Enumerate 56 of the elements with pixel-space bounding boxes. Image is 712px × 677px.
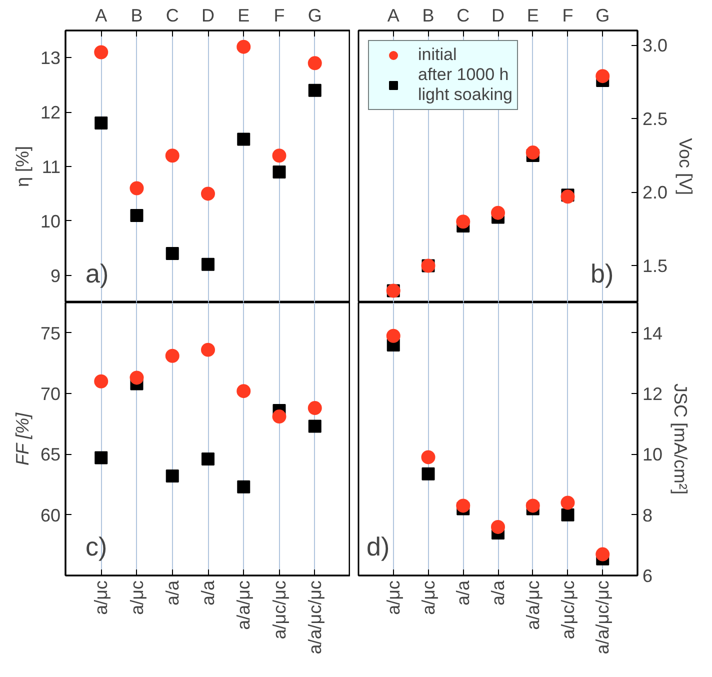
x-tick-label: a/μc <box>383 580 404 615</box>
x-tick-label: G <box>308 6 322 26</box>
y-tick-label: 65 <box>40 444 61 465</box>
x-tick-label: E <box>238 6 250 26</box>
y-tick-label: 12 <box>40 102 61 123</box>
x-tick-label: F <box>562 6 574 26</box>
annotation: d) <box>366 532 390 562</box>
x-tick-label: a/a <box>162 580 182 606</box>
annotation: b) <box>590 258 614 288</box>
x-tick-label: a/a <box>453 580 474 606</box>
x-tick-label: B <box>130 6 143 26</box>
x-tick-label: D <box>492 6 504 26</box>
legend-label: initial <box>418 45 457 65</box>
y-tick-label: 1.5 <box>642 256 668 276</box>
y-tick-label: 12 <box>642 384 663 404</box>
x-tick-label: a/a <box>488 580 508 606</box>
x-tick-label: a/a/μc <box>234 580 254 630</box>
x-tick-label: E <box>526 6 539 26</box>
y-axis-title: η [%] <box>12 146 32 188</box>
y-tick-label: 2.5 <box>642 109 668 130</box>
x-tick-label: C <box>166 6 179 26</box>
y-tick-label: 75 <box>40 323 61 344</box>
y-axis-title: JSC [mA/cm²] <box>670 384 691 494</box>
y-tick-label: 3.0 <box>642 36 668 56</box>
annotation: a) <box>86 258 109 288</box>
x-tick-label: a/a/μc/μc <box>304 580 325 654</box>
x-tick-label: a/a/μc/μc <box>592 580 613 654</box>
x-tick-label: C <box>456 6 470 26</box>
x-tick-label: F <box>274 6 285 26</box>
y-axis-title: Voc [V] <box>676 138 696 196</box>
x-tick-label: G <box>596 6 610 26</box>
x-tick-label: a/μc <box>126 580 147 615</box>
y-tick-label: 8 <box>642 505 653 526</box>
y-tick-label: 10 <box>40 211 61 232</box>
x-tick-label: D <box>202 6 214 26</box>
y-tick-label: 9 <box>50 266 61 286</box>
y-tick-label: 60 <box>40 505 61 526</box>
y-tick-label: 13 <box>40 48 61 68</box>
x-tick-label: a/μc <box>91 580 112 615</box>
y-tick-label: 10 <box>642 444 663 465</box>
x-tick-label: a/μc/μc <box>558 580 578 640</box>
legend-label: after 1000 h light soaking <box>418 65 513 105</box>
y-tick-label: 14 <box>642 323 663 344</box>
annotation: c) <box>86 532 108 562</box>
x-tick-label: A <box>387 6 400 26</box>
x-tick-label: B <box>422 6 434 26</box>
y-tick-label: 70 <box>40 384 61 404</box>
y-tick-label: 2.0 <box>642 182 668 203</box>
x-tick-label: a/μc/μc <box>269 580 290 640</box>
x-tick-label: a/a <box>198 580 218 606</box>
y-tick-label: 11 <box>42 157 60 177</box>
x-tick-label: A <box>95 6 108 26</box>
y-axis-title: FF [%] <box>12 412 32 466</box>
x-tick-label: a/μc <box>418 580 438 615</box>
y-tick-label: 6 <box>642 566 653 586</box>
x-tick-label: a/a/μc <box>522 580 543 630</box>
